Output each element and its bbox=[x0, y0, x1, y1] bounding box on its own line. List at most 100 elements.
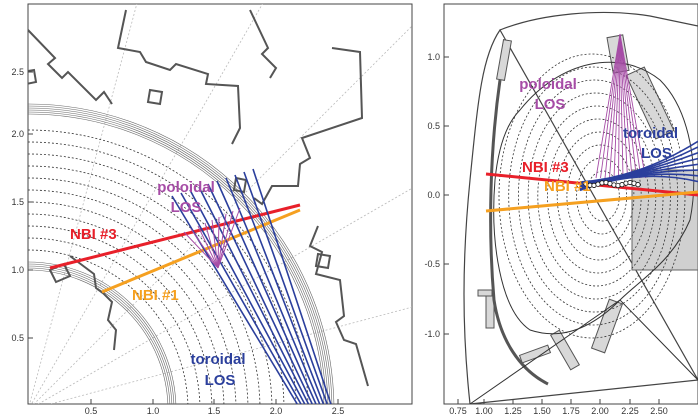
toroidal-los-line bbox=[252, 168, 332, 404]
right-toroidal-label-2: LOS bbox=[641, 145, 672, 162]
vessel-outline bbox=[463, 11, 698, 404]
left-poloidal-label-1: poloidal bbox=[157, 179, 215, 196]
toroidal-los-line bbox=[180, 192, 302, 404]
x-tick-label: 2.5 bbox=[332, 406, 345, 416]
flux-arc bbox=[28, 237, 201, 404]
y-tick-label: 1.5 bbox=[11, 197, 24, 207]
x-tick-label: 2.00 bbox=[591, 406, 609, 416]
wall-band-arc bbox=[28, 103, 335, 404]
poloidal-los-line bbox=[619, 33, 624, 179]
x-tick-label: 1.75 bbox=[562, 406, 580, 416]
flux-surface bbox=[585, 170, 620, 222]
y-tick-label: 0.0 bbox=[427, 190, 440, 200]
inner-wall-arc bbox=[28, 263, 175, 404]
flux-surface bbox=[518, 79, 671, 313]
radial-guide-lines bbox=[29, 4, 412, 404]
right-toroidal-label-1: toroidal bbox=[623, 125, 678, 142]
left-poloidal-label-2: LOS bbox=[171, 199, 202, 216]
right-nbi1-beam-line bbox=[485, 190, 698, 213]
y-tick-label: 2.5 bbox=[11, 67, 24, 77]
toroidal-los-line bbox=[207, 183, 314, 404]
left-nbi3-label: NBI #3 bbox=[70, 226, 117, 243]
radial-guide-line bbox=[37, 187, 412, 404]
poloidal-los-line bbox=[619, 33, 646, 179]
wall-band-arc bbox=[28, 109, 329, 404]
y-tick-label: 0.5 bbox=[427, 121, 440, 131]
toroidal-los-bundle bbox=[171, 168, 332, 404]
flux-arc bbox=[28, 249, 189, 404]
nbi1-beam-line bbox=[101, 208, 301, 294]
x-tick-label: 0.75 bbox=[449, 406, 467, 416]
wall-band-arc bbox=[28, 107, 331, 404]
poloidal-los-line bbox=[619, 33, 642, 179]
wall-band-arc bbox=[28, 111, 327, 404]
x-tick-label: 0.5 bbox=[85, 406, 98, 416]
toroidal-los-line bbox=[216, 180, 317, 404]
flux-surface bbox=[498, 53, 686, 339]
poloidal-los-line bbox=[211, 219, 219, 269]
inner-wall-arc bbox=[28, 269, 169, 404]
inner-wall-arc bbox=[28, 267, 171, 404]
poloidal-los-line bbox=[619, 33, 628, 179]
poloidal-los-line bbox=[197, 225, 219, 269]
flux-arc bbox=[28, 189, 249, 404]
toroidal-los-line bbox=[189, 189, 306, 404]
y-tick-label: -0.5 bbox=[424, 259, 440, 269]
left-panel-top-view: 0.5 1.0 1.5 2.0 2.50.51.01.52.02.5 poloidal … bbox=[11, 3, 413, 416]
poloidal-los-line bbox=[609, 33, 621, 179]
radial-guide-line bbox=[31, 4, 263, 404]
toroidal-los-line bbox=[234, 174, 325, 404]
right-toroidal-los-fan bbox=[579, 140, 698, 192]
toroidal-los-line bbox=[198, 186, 310, 404]
y-tick-label: 2.0 bbox=[11, 129, 24, 139]
flux-surface bbox=[576, 157, 627, 235]
flux-arc bbox=[28, 141, 297, 404]
flux-arc bbox=[28, 129, 309, 404]
x-tick-label: 1.50 bbox=[533, 406, 551, 416]
left-frame bbox=[27, 3, 413, 405]
radial-guide-line bbox=[33, 25, 412, 404]
poloidal-los-line bbox=[217, 207, 241, 269]
flux-surface-arcs bbox=[28, 103, 335, 404]
measurement-point bbox=[635, 182, 641, 188]
left-toroidal-label-2: LOS bbox=[205, 372, 236, 389]
nbi3-beam-line bbox=[49, 203, 301, 270]
poloidal-los-line bbox=[595, 33, 621, 179]
vessel-wall bbox=[28, 9, 369, 387]
poloidal-los-line bbox=[618, 33, 621, 179]
flux-arc bbox=[28, 177, 261, 404]
left-axis-ticks: 0.5 1.0 1.5 2.0 2.5 0.5 1.0 1.5 2.0 2.5 bbox=[11, 67, 344, 416]
x-tick-label: 2.25 bbox=[621, 406, 639, 416]
flux-surface bbox=[508, 66, 679, 326]
radial-guide-line bbox=[48, 306, 412, 404]
separatrix bbox=[493, 61, 695, 335]
right-nbi3-label: NBI #3 bbox=[522, 159, 569, 176]
right-nbi1-label: NBI #1 bbox=[544, 178, 591, 195]
right-axis-ticks: 0.75 1.00 1.25 1.50 1.75 2.00 2.25 2.50 1.0 0.5 0.… bbox=[424, 52, 667, 416]
right-panel-poloidal-cross-section: 0.75 1.00 1.25 1.50 1.75 2.00 2.25 2.50 1.0 0.5 0.… bbox=[424, 3, 698, 416]
wall-band-arc bbox=[28, 113, 325, 404]
right-poloidal-label-2: LOS bbox=[535, 96, 566, 113]
y-tick-label: -1.0 bbox=[424, 329, 440, 339]
y-tick-label: 1.0 bbox=[11, 265, 24, 275]
x-tick-label: 1.25 bbox=[504, 406, 522, 416]
poloidal-los-line bbox=[604, 33, 621, 179]
right-poloidal-los-fan bbox=[595, 33, 646, 179]
inner-wall bbox=[489, 79, 549, 386]
radial-guide-line bbox=[29, 4, 138, 404]
poloidal-los-line bbox=[600, 33, 621, 179]
x-tick-label: 2.50 bbox=[650, 406, 668, 416]
poloidal-los-line bbox=[619, 33, 637, 179]
poloidal-los-line bbox=[217, 216, 220, 269]
poloidal-los-line bbox=[183, 231, 219, 269]
flux-arc bbox=[28, 225, 213, 404]
poloidal-los-line bbox=[190, 228, 219, 269]
toroidal-los-line bbox=[243, 171, 328, 404]
poloidal-los-bundle bbox=[183, 207, 241, 269]
flux-arc bbox=[28, 213, 225, 404]
poloidal-los-line bbox=[217, 210, 234, 269]
y-tick-label: 1.0 bbox=[427, 52, 440, 62]
flux-surface bbox=[566, 144, 635, 248]
x-tick-label: 1.0 bbox=[147, 406, 160, 416]
